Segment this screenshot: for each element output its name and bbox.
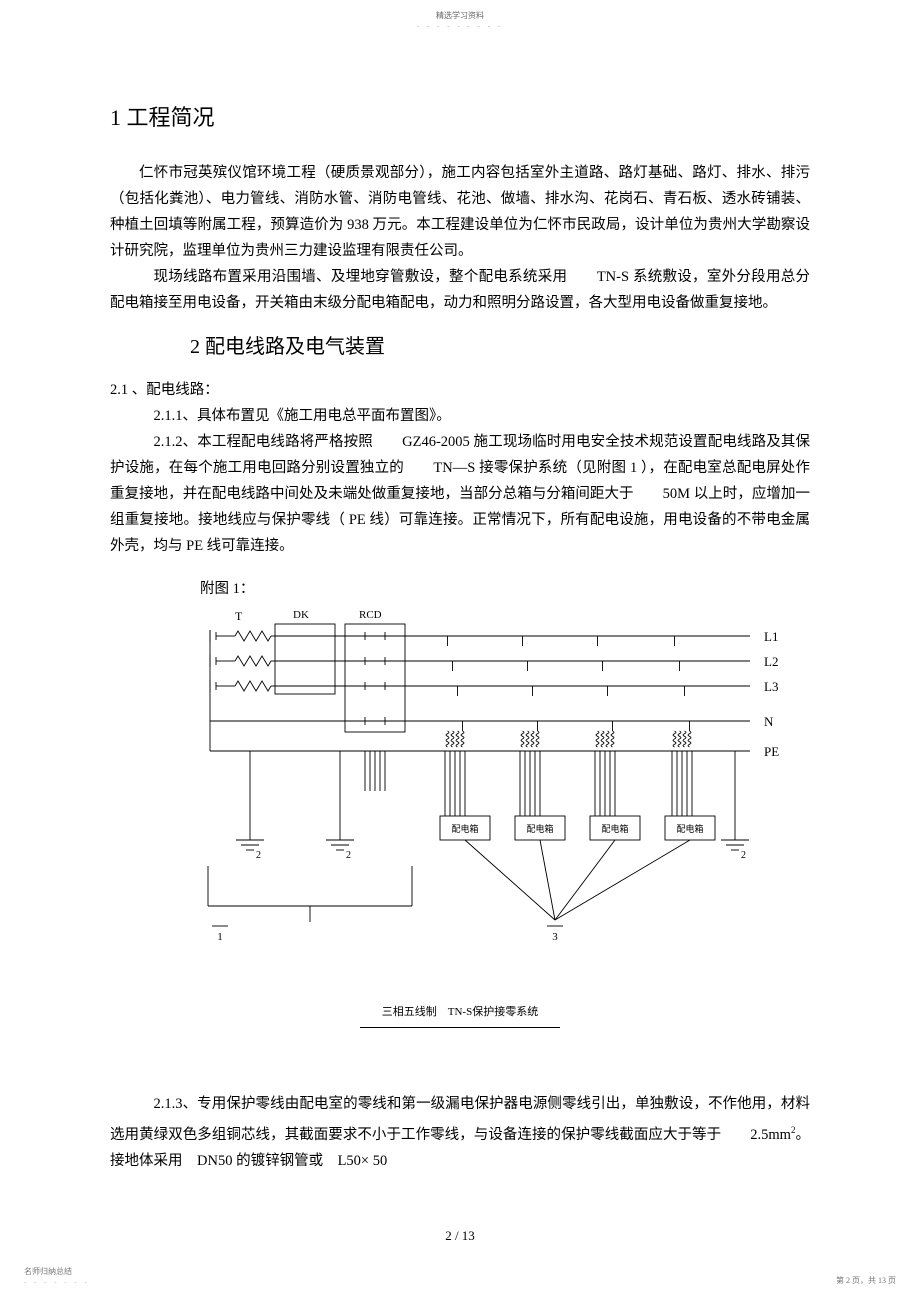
page-body: 1 工程简况 仁怀市冠英殡仪馆环境工程（硬质景观部分），施工内容包括室外主道路、…: [110, 100, 810, 1174]
section1-heading: 1 工程简况: [110, 100, 810, 132]
svg-text:L2: L2: [764, 654, 778, 669]
svg-text:2: 2: [256, 850, 261, 861]
svg-text:配电箱: 配电箱: [676, 823, 703, 834]
section2-heading: 2 配电线路及电气装置: [190, 330, 810, 359]
corner-left-dots: - - - - - - -: [24, 1278, 90, 1286]
svg-text:L3: L3: [764, 679, 778, 694]
section1-p2: 现场线路布置采用沿围墙、及埋地穿管敷设，整个配电系统采用 TN-S 系统敷设，室…: [110, 264, 810, 316]
section1-p1: 仁怀市冠英殡仪馆环境工程（硬质景观部分），施工内容包括室外主道路、路灯基础、路灯…: [110, 160, 810, 264]
s213: 2.1.3、专用保护零线由配电室的零线和第一级漏电保护器电源侧零线引出，单独敷设…: [110, 1091, 810, 1174]
svg-text:配电箱: 配电箱: [601, 823, 628, 834]
s21-label: 2.1 、配电线路：: [110, 377, 810, 403]
diagram-caption: 三相五线制 TN-S保护接零系统: [382, 1006, 538, 1018]
s212: 2.1.2、本工程配电线路将严格按照 GZ46-2005 施工现场临时用电安全技…: [110, 429, 810, 559]
tn-s-diagram: T DK RCD L1 L2 L3 N PE 配电箱 配电箱 配电箱 配电箱 2 2 2 1 3 三相五线制 T…: [110, 606, 810, 1031]
top-label: 精选学习资料: [436, 11, 484, 20]
svg-text:RCD: RCD: [359, 609, 382, 621]
diagram-svg: T DK RCD L1 L2 L3 N PE 配电箱 配电箱 配电箱 配电箱 2 2 2 1 3: [110, 606, 810, 986]
figure-label: 附图 1：: [200, 577, 810, 598]
svg-text:PE: PE: [764, 744, 779, 759]
svg-text:L1: L1: [764, 629, 778, 644]
svg-text:3: 3: [552, 931, 558, 943]
corner-left-text: 名师归纳总结: [24, 1267, 72, 1276]
svg-text:2: 2: [346, 850, 351, 861]
svg-text:配电箱: 配电箱: [451, 823, 478, 834]
diagram-caption-wrap: 三相五线制 TN-S保护接零系统: [110, 1003, 810, 1031]
top-dots: - - - - - - - - -: [417, 22, 503, 30]
svg-text:N: N: [764, 714, 774, 729]
svg-text:T: T: [235, 609, 243, 623]
svg-text:配电箱: 配电箱: [526, 823, 553, 834]
svg-text:1: 1: [217, 931, 223, 943]
corner-left: 名师归纳总结 - - - - - - -: [24, 1266, 90, 1286]
svg-text:2: 2: [741, 850, 746, 861]
s213-a: 2.1.3、专用保护零线由配电室的零线和第一级漏电保护器电源侧零线引出，单独敷设…: [110, 1096, 810, 1143]
s211: 2.1.1、具体布置见《施工用电总平面布置图》。: [110, 403, 810, 429]
caption-underline: [360, 1027, 560, 1028]
svg-text:DK: DK: [293, 609, 309, 621]
page-number: 2 / 13: [0, 1228, 920, 1244]
corner-right: 第 2 页，共 13 页: [836, 1275, 896, 1286]
page-top-watermark: 精选学习资料 - - - - - - - - -: [0, 10, 920, 30]
